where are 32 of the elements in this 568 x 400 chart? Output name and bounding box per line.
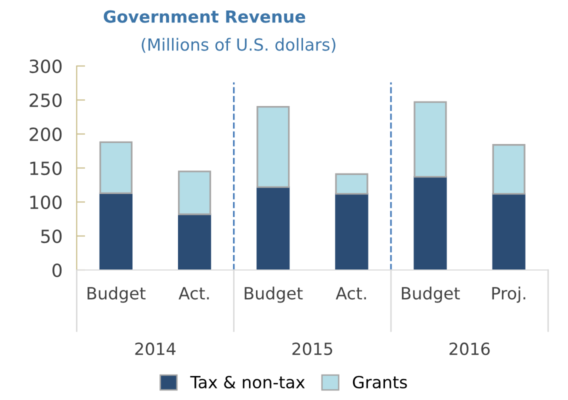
bar (178, 213, 212, 270)
bar (492, 144, 526, 195)
chart-subtitle: (Millions of U.S. dollars) (142, 38, 336, 53)
y-tick-label: 200 (30, 127, 62, 142)
y-tick-label: 250 (30, 93, 62, 108)
y-tick-label: 300 (30, 59, 62, 74)
bar (178, 170, 212, 216)
bar (414, 176, 447, 270)
bar (99, 141, 133, 194)
x-tick-label: Proj. (492, 286, 526, 303)
text: 2014 (135, 342, 176, 356)
x-tick-label: Budget (244, 286, 303, 303)
y-tick-label: 50 (41, 229, 62, 244)
bar (492, 193, 526, 270)
x-tick-label: Budget (402, 286, 460, 303)
bar (256, 186, 290, 270)
bar (99, 192, 133, 270)
y-tick-label: 150 (30, 161, 62, 176)
y-tick-label: 100 (30, 195, 62, 210)
bar (256, 106, 290, 188)
bar (414, 101, 447, 178)
x-tick-label: Act. (178, 287, 209, 300)
x-tick-label: Act. (336, 287, 366, 300)
legend-label: Tax & non-tax (190, 376, 305, 388)
bar (335, 193, 368, 270)
y-tick-label: 0 (52, 263, 62, 278)
chart-title: Government Revenue (104, 10, 306, 23)
text: 2016 (450, 342, 490, 356)
text: 2015 (292, 342, 332, 356)
legend-label: Grants (352, 376, 407, 388)
bar (335, 173, 368, 195)
x-tick-label: Budget (88, 286, 146, 303)
